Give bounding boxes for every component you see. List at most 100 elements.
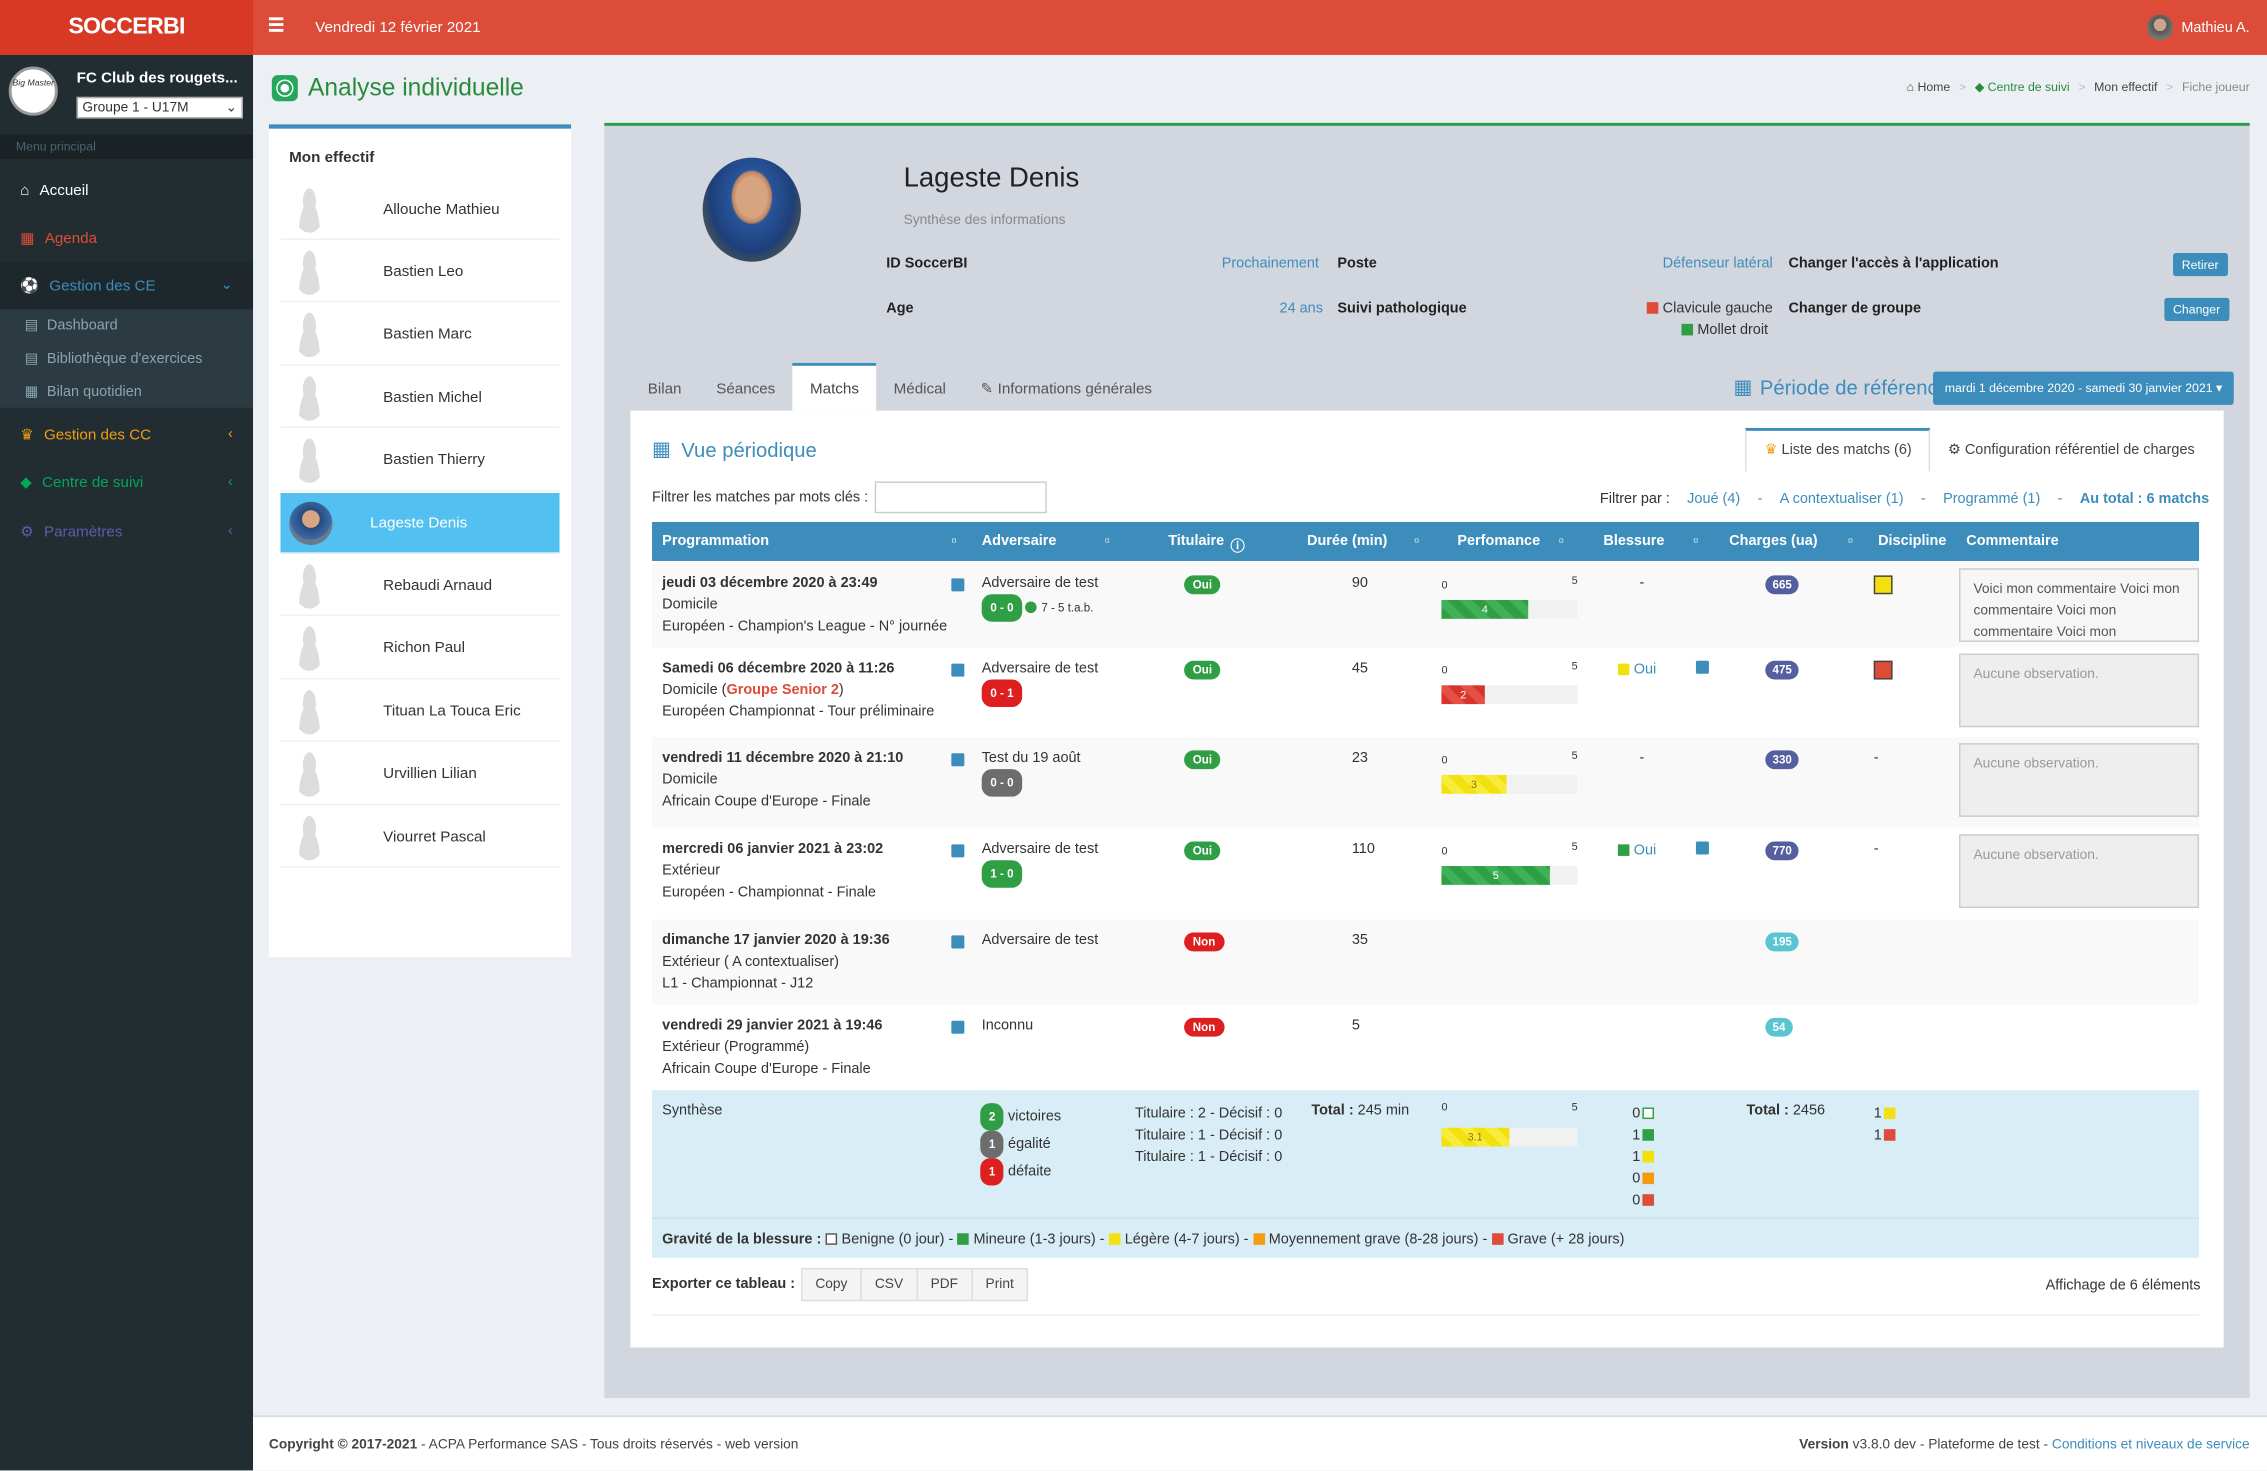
titulaire-label: Oui <box>1184 841 1221 861</box>
sort-icon[interactable]: ▫ <box>1693 533 1699 550</box>
sort-icon[interactable]: ▫ <box>1847 533 1853 550</box>
sort-icon[interactable]: ▫ <box>951 533 957 550</box>
charge-value: 770 <box>1765 841 1800 861</box>
tab-seances[interactable]: Séances <box>716 380 776 398</box>
col-charges[interactable]: Charges (ua) <box>1729 533 1818 550</box>
col-programmation[interactable]: Programmation <box>662 533 770 550</box>
roster-item[interactable]: Lageste Denis <box>280 493 560 554</box>
sidebar-item-centre-suivi[interactable]: ◆ Centre de suivi ‹ <box>20 473 233 491</box>
comment-textarea[interactable]: Aucune observation. <box>1959 653 2200 728</box>
external-link-icon[interactable] <box>1695 660 1709 674</box>
match-date: Samedi 06 décembre 2020 à 11:26 <box>662 660 895 677</box>
sidebar-subitem-bilan[interactable]: ▦ Bilan quotidien <box>24 384 142 401</box>
external-link-icon[interactable] <box>951 844 965 858</box>
sidebar-item-accueil[interactable]: ⌂ Accueil <box>20 181 89 199</box>
roster-item[interactable]: Urvillien Lilian <box>280 744 560 805</box>
player-name-label: Bastien Thierry <box>383 451 485 469</box>
external-link-icon[interactable] <box>1695 841 1709 855</box>
tab-liste-matchs[interactable]: ♛ Liste des matchs (6) <box>1745 427 1931 472</box>
comment-textarea[interactable]: Voici mon commentaire Voici mon commenta… <box>1959 568 2200 642</box>
perf-scale-min: 0 <box>1441 663 1448 677</box>
pdf-button[interactable]: PDF <box>916 1267 973 1302</box>
roster-item[interactable]: Allouche Mathieu <box>280 179 560 241</box>
changer-button[interactable]: Changer <box>2164 297 2229 321</box>
match-adversaire: Inconnu <box>982 1015 1033 1037</box>
synthese-injury-count: 0 <box>1632 1190 1657 1212</box>
sort-icon[interactable]: ▫ <box>1558 533 1564 550</box>
external-link-icon[interactable] <box>951 753 965 767</box>
roster-item[interactable]: Rebaudi Arnaud <box>280 556 560 617</box>
sidebar-subitem-dashboard[interactable]: ▤ Dashboard <box>24 318 118 334</box>
col-performance[interactable]: Perfomance <box>1457 533 1541 550</box>
app-logo[interactable]: SOCCERBI <box>0 0 254 55</box>
filter-links: Filtrer par : Joué (4) - A contextualiser… <box>1599 491 2210 508</box>
external-link-icon[interactable] <box>951 663 965 677</box>
hamburger-icon[interactable] <box>268 17 284 32</box>
tab-config-charges[interactable]: ⚙ Configuration référentiel de charges <box>1947 442 2195 459</box>
comment-textarea[interactable]: Aucune observation. <box>1959 743 2200 817</box>
breadcrumb-mon-effectif[interactable]: Mon effectif <box>2094 79 2158 94</box>
col-blessure[interactable]: Blessure <box>1603 533 1665 550</box>
filter-input[interactable] <box>874 481 1047 514</box>
terms-link[interactable]: Conditions et niveaux de service <box>2051 1437 2250 1454</box>
dashboard-icon: ▤ <box>24 318 39 334</box>
player-name-label: Allouche Mathieu <box>383 200 500 218</box>
col-titulaire[interactable]: Titulaire <box>1168 533 1225 550</box>
roster-item[interactable]: Bastien Marc <box>280 305 560 366</box>
synthese-results: 2 victoires 1 égalité 1 défaite <box>980 1103 1061 1186</box>
roster-item[interactable]: Viourret Pascal <box>280 807 560 868</box>
tab-bilan[interactable]: Bilan <box>647 380 682 398</box>
roster-item[interactable]: Richon Paul <box>280 619 560 680</box>
col-adversaire[interactable]: Adversaire <box>981 533 1057 550</box>
injury-severity-icon <box>1641 1194 1654 1206</box>
col-discipline[interactable]: Discipline <box>1878 533 1947 550</box>
period-dropdown[interactable]: mardi 1 décembre 2020 - samedi 30 janvie… <box>1933 371 2234 405</box>
roster-item[interactable]: Bastien Michel <box>280 368 560 429</box>
sort-icon[interactable]: ▫ <box>1104 533 1110 550</box>
match-programmation: mercredi 06 janvier 2021 à 23:02 Extérieu… <box>662 839 883 904</box>
player-avatar <box>293 687 326 735</box>
copy-button[interactable]: Copy <box>800 1267 862 1302</box>
sort-icon[interactable]: ▫ <box>1413 533 1420 550</box>
filter-total[interactable]: Au total : 6 matchs <box>2079 491 2210 508</box>
sidebar-item-agenda[interactable]: ▦ Agenda <box>20 229 98 247</box>
match-date: jeudi 03 décembre 2020 à 23:49 <box>662 575 878 592</box>
match-place-text: Domicile <box>662 682 718 699</box>
sidebar-item-parametres[interactable]: ⚙ Paramètres ‹ <box>20 522 233 541</box>
tab-medical[interactable]: Médical <box>893 380 946 398</box>
roster-item[interactable]: Bastien Leo <box>280 242 560 303</box>
external-link-icon[interactable] <box>951 578 965 592</box>
external-link-icon[interactable] <box>951 935 965 949</box>
retirer-button[interactable]: Retirer <box>2173 253 2228 277</box>
filter-programme[interactable]: Programmé (1) <box>1943 491 2041 508</box>
injury-legend: Gravité de la blessure : Benigne (0 jour)… <box>652 1217 2200 1257</box>
breadcrumb-home[interactable]: ⌂ Home <box>1906 79 1951 94</box>
performance-bar: 3 <box>1441 774 1578 794</box>
filter-a-contextualiser[interactable]: A contextualiser (1) <box>1779 491 1904 508</box>
filter-joue[interactable]: Joué (4) <box>1687 491 1741 508</box>
print-button[interactable]: Print <box>971 1267 1029 1302</box>
sidebar-item-gestion-cc[interactable]: ♛ Gestion des CC ‹ <box>20 425 233 444</box>
titulaire-badge: Oui <box>1184 575 1221 595</box>
roster-item[interactable]: Tituan La Touca Eric <box>280 681 560 742</box>
tab-matchs[interactable]: Matchs <box>792 362 877 411</box>
player-avatar <box>293 562 326 609</box>
roster-item[interactable]: Bastien Thierry <box>280 430 560 491</box>
csv-button[interactable]: CSV <box>860 1267 918 1302</box>
group-select[interactable]: Groupe 1 - U17M ⌄ <box>76 96 243 119</box>
injury-count: 1 <box>1632 1149 1641 1166</box>
breadcrumb-centre-suivi[interactable]: ◆ Centre de suivi <box>1974 79 2070 94</box>
tab-infos[interactable]: ✎ Informations générales <box>980 380 1153 398</box>
sidebar-item-gestion-ce[interactable]: ⚽ Gestion des CE ⌄ <box>0 261 254 310</box>
user-menu[interactable]: Mathieu A. <box>2146 14 2250 41</box>
tab-score: 7 - 5 t.a.b. <box>1022 601 1093 614</box>
col-commentaire[interactable]: Commentaire <box>1966 533 2059 550</box>
external-link-icon[interactable] <box>951 1020 965 1034</box>
match-place: Domicile <box>662 769 903 791</box>
comment-textarea[interactable]: Aucune observation. <box>1959 834 2200 908</box>
col-duree[interactable]: Durée (min) <box>1307 533 1388 550</box>
synthese-titulaire: Titulaire : 2 - Décisif : 0 Titulaire : 1… <box>1134 1106 1283 1166</box>
edit-icon: ✎ <box>980 380 994 398</box>
breadcrumb: ⌂ Home > ◆ Centre de suivi > Mon effectif >… <box>1906 79 2250 94</box>
sidebar-subitem-bibliotheque[interactable]: ▤ Bibliothèque d'exercices <box>24 351 203 368</box>
